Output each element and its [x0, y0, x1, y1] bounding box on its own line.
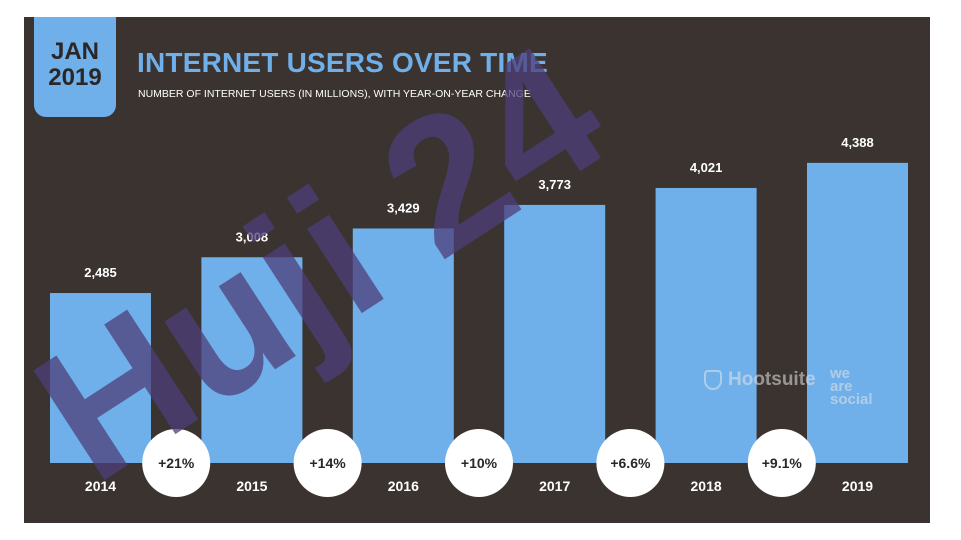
bar-2014	[50, 293, 151, 463]
hootsuite-logo: Hootsuite	[704, 369, 816, 391]
year-label: 2014	[85, 478, 116, 494]
year-label: 2016	[388, 478, 419, 494]
yoy-change-label: +9.1%	[762, 455, 803, 471]
we-are-social-line: social	[830, 391, 873, 408]
year-label: 2017	[539, 478, 570, 494]
chart-subtitle: NUMBER OF INTERNET USERS (IN MILLIONS), …	[138, 88, 531, 100]
yoy-change-label: +10%	[461, 455, 498, 471]
bar-value-label: 2,485	[84, 265, 117, 280]
hootsuite-text: Hootsuite	[728, 369, 816, 390]
badge-month: JAN	[50, 38, 99, 65]
we-are-social-line: are	[830, 378, 853, 395]
bar-value-label: 4,388	[841, 135, 874, 150]
bars	[50, 162, 908, 464]
yoy-change-badge	[293, 429, 362, 497]
we-are-social-line: we	[830, 365, 851, 382]
bar-value-label: 4,021	[690, 160, 723, 175]
yoy-change-badge	[596, 429, 665, 497]
badge-year: 2019	[48, 64, 102, 91]
yoy-change-badge	[142, 429, 211, 497]
year-label: 2018	[691, 478, 722, 494]
yoy-change-label: +6.6%	[610, 455, 651, 471]
bar-value-label: 3,008	[236, 229, 269, 244]
chart-title: INTERNET USERS OVER TIME	[137, 47, 548, 78]
bar-value-label: 3,429	[387, 200, 420, 215]
bar-2018	[655, 187, 757, 463]
yoy-change-label: +14%	[309, 455, 346, 471]
bar-2016	[352, 228, 454, 463]
labels: 2,485 2014 3,008 2015 3,429 2016 3,773 2017 4,02…	[84, 135, 874, 497]
yoy-change-label: +21%	[158, 455, 195, 471]
bar-2019	[807, 162, 908, 464]
bar-2015	[201, 257, 303, 463]
yoy-change-badge	[445, 429, 513, 497]
yoy-change-badge	[747, 429, 816, 497]
year-label: 2015	[236, 478, 267, 494]
bar-chart: 2,485 2014 3,008 2015 3,429 2016 3,773 2017 4,02…	[24, 17, 908, 521]
bar-2017	[504, 204, 606, 463]
we-are-social-logo: we are social	[830, 365, 873, 408]
owl-icon	[704, 370, 722, 390]
bar-value-label: 3,773	[538, 177, 571, 192]
year-label: 2019	[842, 478, 873, 494]
chart-panel: JAN 2019 INTERNET USERS OVER TIME NUMBER…	[24, 17, 930, 523]
date-badge: JAN 2019	[34, 17, 116, 117]
